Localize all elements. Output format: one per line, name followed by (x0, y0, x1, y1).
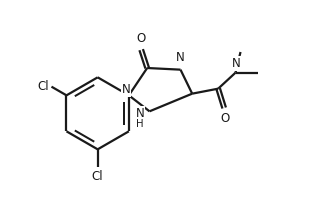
Text: O: O (220, 112, 230, 125)
Text: N: N (136, 106, 145, 119)
Text: O: O (137, 32, 146, 45)
Text: N: N (232, 57, 241, 70)
Text: N: N (176, 51, 185, 64)
Text: Cl: Cl (92, 170, 103, 183)
Text: Cl: Cl (37, 80, 49, 93)
Text: H: H (137, 119, 144, 129)
Text: N: N (122, 83, 130, 96)
